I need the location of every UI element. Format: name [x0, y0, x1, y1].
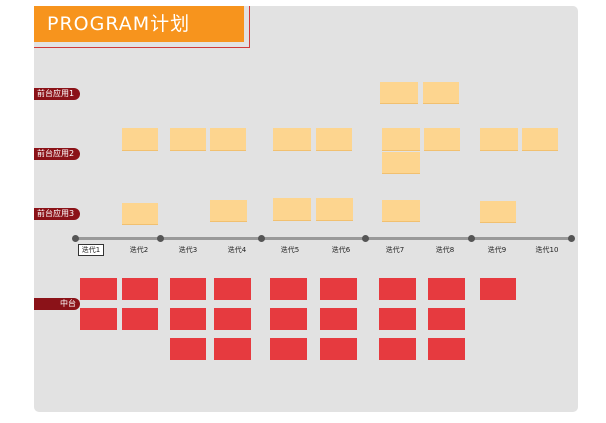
sticky-note[interactable]	[273, 198, 311, 221]
iteration-label[interactable]: 迭代10	[535, 246, 559, 254]
iteration-label[interactable]: 迭代7	[385, 246, 405, 254]
sticky-note[interactable]	[522, 128, 558, 151]
task-block[interactable]	[80, 308, 117, 330]
task-block[interactable]	[320, 278, 357, 300]
sticky-note[interactable]	[480, 128, 518, 151]
sticky-note[interactable]	[122, 128, 158, 151]
task-block[interactable]	[170, 308, 206, 330]
timeline-milestone	[362, 235, 369, 242]
task-block[interactable]	[170, 278, 206, 300]
iteration-label[interactable]: 迭代6	[331, 246, 351, 254]
task-block[interactable]	[428, 338, 465, 360]
page-title: PROGRAM计划	[34, 6, 244, 42]
sticky-note[interactable]	[424, 128, 460, 151]
iteration-label[interactable]: 迭代9	[487, 246, 507, 254]
row-tag-middle: 中台	[34, 298, 80, 310]
row-tag-frontend-1: 前台应用1	[34, 88, 80, 100]
row-tag-frontend-3: 前台应用3	[34, 208, 80, 220]
timeline-milestone	[468, 235, 475, 242]
task-block[interactable]	[214, 308, 251, 330]
sticky-note[interactable]	[316, 198, 353, 221]
task-block[interactable]	[80, 278, 117, 300]
sticky-note[interactable]	[480, 201, 516, 223]
timeline-milestone	[157, 235, 164, 242]
task-block[interactable]	[270, 278, 307, 300]
sticky-note[interactable]	[273, 128, 311, 151]
task-block[interactable]	[379, 278, 416, 300]
task-block[interactable]	[122, 278, 158, 300]
sticky-note[interactable]	[122, 203, 158, 225]
timeline-milestone	[258, 235, 265, 242]
task-block[interactable]	[122, 308, 158, 330]
sticky-note[interactable]	[382, 128, 420, 151]
iteration-label[interactable]: 迭代1	[78, 244, 104, 256]
sticky-note[interactable]	[382, 200, 420, 222]
task-block[interactable]	[170, 338, 206, 360]
task-block[interactable]	[214, 338, 251, 360]
iteration-label[interactable]: 迭代8	[435, 246, 455, 254]
iteration-label[interactable]: 迭代5	[280, 246, 300, 254]
task-block[interactable]	[270, 308, 307, 330]
sticky-note[interactable]	[423, 82, 459, 104]
task-block[interactable]	[320, 308, 357, 330]
task-block[interactable]	[379, 308, 416, 330]
title-outline	[34, 6, 250, 48]
sticky-note[interactable]	[380, 82, 418, 104]
sticky-note[interactable]	[382, 152, 420, 174]
iteration-label[interactable]: 迭代4	[227, 246, 247, 254]
task-block[interactable]	[428, 278, 465, 300]
row-tag-frontend-2: 前台应用2	[34, 148, 80, 160]
task-block[interactable]	[379, 338, 416, 360]
timeline-axis	[75, 237, 572, 240]
sticky-note[interactable]	[316, 128, 352, 151]
iteration-label[interactable]: 迭代2	[129, 246, 149, 254]
sticky-note[interactable]	[170, 128, 206, 151]
sticky-note[interactable]	[210, 200, 247, 222]
task-block[interactable]	[480, 278, 516, 300]
task-block[interactable]	[270, 338, 307, 360]
timeline-milestone	[72, 235, 79, 242]
task-block[interactable]	[214, 278, 251, 300]
task-block[interactable]	[428, 308, 465, 330]
sticky-note[interactable]	[210, 128, 246, 151]
iteration-label[interactable]: 迭代3	[178, 246, 198, 254]
timeline-milestone	[568, 235, 575, 242]
task-block[interactable]	[320, 338, 357, 360]
